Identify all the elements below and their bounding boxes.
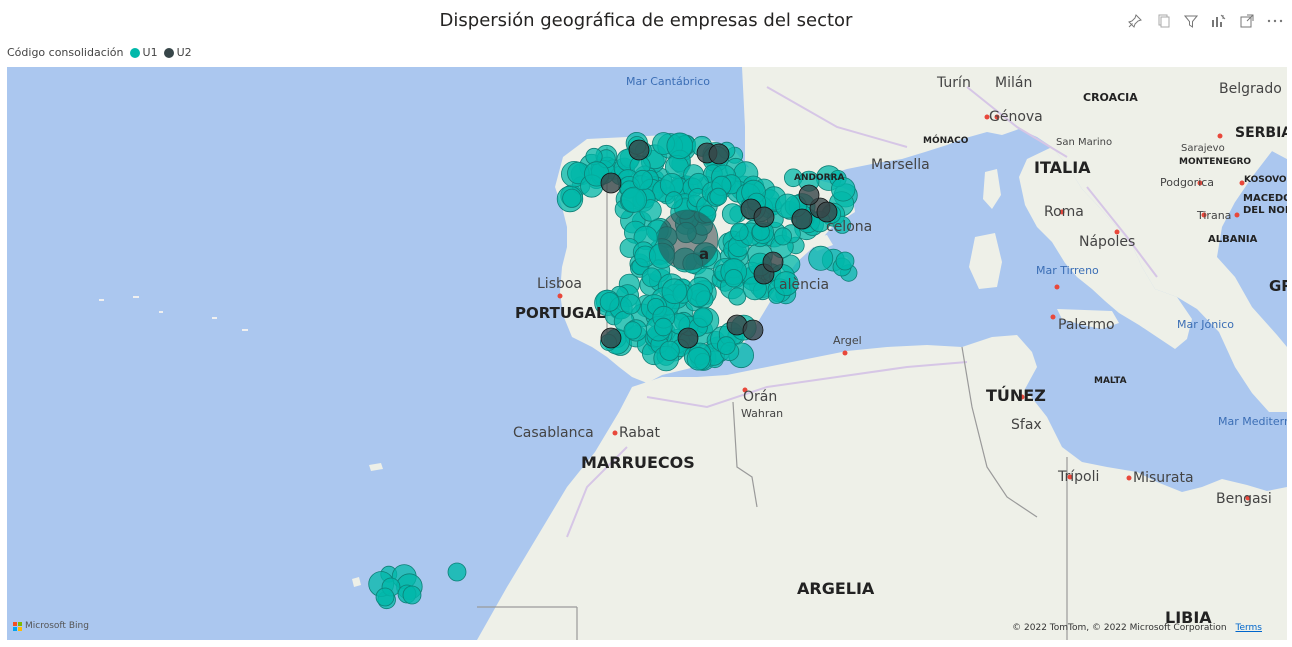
company-marker[interactable] — [774, 227, 793, 246]
company-marker[interactable] — [775, 193, 801, 219]
legend-swatch-u1 — [129, 47, 140, 58]
company-marker[interactable] — [724, 269, 743, 288]
more-options-icon[interactable] — [1266, 12, 1284, 30]
legend-title: Código consolidación — [7, 46, 124, 59]
company-points-layer — [368, 132, 858, 610]
roads — [566, 86, 1158, 538]
company-marker[interactable] — [721, 203, 744, 225]
company-marker[interactable] — [716, 336, 736, 355]
company-marker[interactable] — [709, 187, 728, 206]
company-marker[interactable] — [686, 283, 711, 308]
land-north-africa — [477, 335, 1287, 640]
company-marker[interactable] — [657, 209, 719, 271]
company-marker[interactable] — [816, 201, 838, 223]
company-marker[interactable] — [620, 293, 641, 315]
company-marker[interactable] — [632, 169, 653, 191]
company-marker[interactable] — [447, 562, 467, 582]
legend-label-u1: U1 — [142, 46, 158, 59]
company-marker[interactable] — [831, 177, 856, 202]
city-markers — [557, 114, 1251, 501]
atlantic-islands — [99, 296, 248, 331]
company-marker[interactable] — [666, 132, 694, 160]
company-marker[interactable] — [835, 251, 855, 271]
company-marker[interactable] — [692, 307, 714, 328]
company-marker[interactable] — [665, 191, 683, 209]
terms-link[interactable]: Terms — [1235, 623, 1262, 633]
company-marker[interactable] — [708, 143, 730, 165]
filter-icon[interactable] — [1182, 12, 1200, 30]
company-marker[interactable] — [621, 186, 648, 213]
company-marker[interactable] — [661, 278, 688, 305]
company-marker[interactable] — [730, 222, 749, 242]
company-marker[interactable] — [600, 327, 622, 349]
land-sicily — [1057, 309, 1119, 329]
company-marker[interactable] — [628, 139, 650, 161]
company-marker[interactable] — [599, 292, 620, 312]
microsoft-logo-icon — [13, 621, 22, 631]
company-marker[interactable] — [753, 206, 775, 228]
bing-attribution: Microsoft Bing — [13, 621, 89, 631]
company-marker[interactable] — [791, 208, 813, 230]
land-italy — [1019, 147, 1192, 349]
pin-icon[interactable] — [1126, 12, 1144, 30]
company-marker[interactable] — [600, 172, 622, 194]
company-marker[interactable] — [808, 245, 834, 271]
company-marker[interactable] — [798, 184, 820, 206]
company-marker[interactable] — [762, 251, 784, 273]
legend: Código consolidación U1 U2 — [7, 46, 192, 59]
legend-label-u2: U2 — [176, 46, 192, 59]
land-europe — [742, 67, 1287, 412]
bing-label: Microsoft Bing — [25, 621, 89, 631]
land-sardinia — [969, 233, 1002, 289]
legend-item-u1[interactable]: U1 — [129, 46, 158, 59]
legend-swatch-u2 — [163, 47, 174, 58]
company-marker[interactable] — [659, 340, 680, 361]
visual-title: Dispersión geográfica de empresas del se… — [439, 10, 853, 31]
company-marker[interactable] — [686, 347, 711, 371]
land-corsica — [983, 169, 1001, 209]
company-marker[interactable] — [677, 327, 699, 349]
visual-toolbar — [1126, 12, 1284, 30]
company-marker[interactable] — [654, 317, 673, 337]
copyright-text: © 2022 TomTom, © 2022 Microsoft Corporat… — [1012, 623, 1227, 633]
company-marker[interactable] — [641, 267, 662, 288]
company-marker[interactable] — [562, 188, 582, 208]
company-marker[interactable] — [623, 321, 642, 340]
map-copyright: © 2022 TomTom, © 2022 Microsoft Corporat… — [1012, 623, 1262, 633]
copy-icon[interactable] — [1154, 12, 1172, 30]
company-marker[interactable] — [375, 587, 395, 607]
legend-item-u2[interactable]: U2 — [163, 46, 192, 59]
land-balkans — [1167, 127, 1287, 217]
company-marker[interactable] — [402, 585, 422, 605]
company-marker[interactable] — [728, 287, 747, 306]
focus-mode-icon[interactable] — [1238, 12, 1256, 30]
company-marker[interactable] — [773, 271, 799, 297]
borders — [477, 147, 1068, 640]
company-marker[interactable] — [742, 319, 764, 341]
analytics-icon[interactable] — [1210, 12, 1228, 30]
map-canvas[interactable]: Mar Cantábrico Turín Milán Génova MÓNACO… — [7, 67, 1287, 640]
